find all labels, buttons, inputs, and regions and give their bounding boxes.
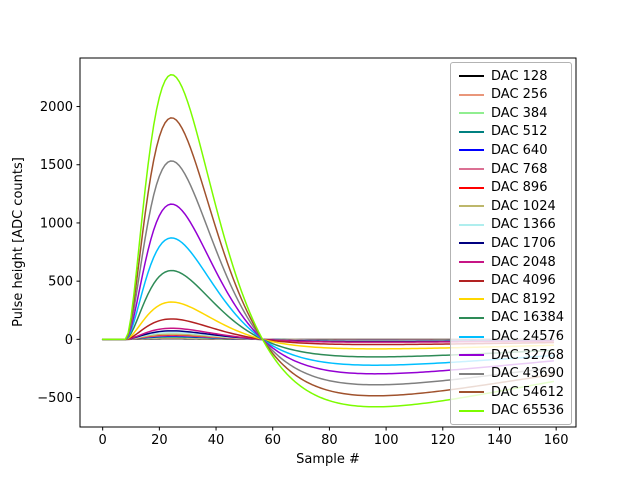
legend-entry: DAC 8192 (459, 290, 567, 308)
legend-entry: DAC 32768 (459, 346, 567, 364)
legend-entry: DAC 512 (459, 123, 567, 141)
legend-entry: DAC 65536 (459, 402, 567, 420)
y-tick-label: 1500 (40, 158, 73, 173)
legend-label: DAC 4096 (491, 273, 556, 289)
legend-entry: DAC 384 (459, 104, 567, 122)
legend-line-swatch (459, 298, 484, 301)
legend: DAC 128 DAC 256 DAC 384 DAC 512 DAC 640 DAC 7… (450, 62, 572, 425)
y-tick-label: 2000 (40, 100, 73, 115)
legend-line-swatch (459, 93, 484, 96)
legend-label: DAC 43690 (491, 366, 565, 382)
ticks-layer: 0 20 40 60 80 100 120 140 160 −500 0 500 1000 1500 200… (37, 100, 568, 448)
legend-line-swatch (459, 205, 484, 208)
legend-line-swatch (459, 112, 484, 115)
legend-label: DAC 24576 (491, 329, 565, 345)
legend-entry: DAC 128 (459, 67, 567, 85)
legend-label: DAC 8192 (491, 291, 556, 307)
legend-entry: DAC 640 (459, 141, 567, 159)
legend-line-swatch (459, 409, 484, 412)
legend-label: DAC 256 (491, 87, 548, 103)
legend-entry: DAC 1024 (459, 197, 567, 215)
legend-entry: DAC 4096 (459, 272, 567, 290)
x-tick-label: 100 (374, 433, 399, 448)
legend-label: DAC 16384 (491, 310, 565, 326)
legend-label: DAC 2048 (491, 254, 556, 270)
x-tick-label: 140 (487, 433, 512, 448)
legend-line-swatch (459, 242, 484, 245)
legend-entry: DAC 16384 (459, 309, 567, 327)
legend-entry: DAC 768 (459, 160, 567, 178)
legend-label: DAC 512 (491, 124, 548, 140)
legend-label: DAC 896 (491, 180, 548, 196)
y-tick-label: 1000 (40, 216, 73, 231)
legend-entry: DAC 2048 (459, 253, 567, 271)
legend-entry: DAC 1706 (459, 234, 567, 252)
legend-entry: DAC 896 (459, 179, 567, 197)
legend-line-swatch (459, 223, 484, 226)
legend-line-swatch (459, 391, 484, 394)
legend-entry: DAC 54612 (459, 383, 567, 401)
legend-line-swatch (459, 168, 484, 171)
x-tick-label: 120 (430, 433, 455, 448)
legend-line-swatch (459, 354, 484, 357)
legend-label: DAC 32768 (491, 347, 565, 363)
legend-label: DAC 384 (491, 105, 548, 121)
legend-label: DAC 54612 (491, 384, 565, 400)
y-axis-label: Pulse height [ADC counts] (11, 157, 26, 327)
legend-entry: DAC 24576 (459, 328, 567, 346)
y-tick-label: 0 (65, 333, 73, 348)
y-tick-label: 500 (48, 275, 73, 290)
x-tick-label: 60 (264, 433, 281, 448)
legend-entry: DAC 256 (459, 86, 567, 104)
legend-line-swatch (459, 130, 484, 133)
x-tick-label: 160 (544, 433, 569, 448)
legend-entry: DAC 1366 (459, 216, 567, 234)
legend-line-swatch (459, 75, 484, 77)
x-tick-label: 80 (321, 433, 338, 448)
y-tick-label: −500 (37, 391, 73, 406)
axes-frame (79, 57, 577, 428)
legend-line-swatch (459, 149, 484, 152)
legend-label: DAC 640 (491, 142, 548, 158)
legend-line-swatch (459, 186, 484, 189)
legend-label: DAC 768 (491, 161, 548, 177)
legend-label: DAC 128 (491, 68, 548, 84)
legend-label: DAC 1366 (491, 217, 556, 233)
legend-label: DAC 1706 (491, 235, 556, 251)
x-tick-label: 0 (99, 433, 107, 448)
legend-label: DAC 65536 (491, 403, 565, 419)
legend-line-swatch (459, 316, 484, 319)
legend-line-swatch (459, 372, 484, 375)
legend-label: DAC 1024 (491, 198, 556, 214)
legend-line-swatch (459, 279, 484, 282)
x-tick-label: 20 (151, 433, 168, 448)
legend-entry: DAC 43690 (459, 365, 567, 383)
x-tick-label: 40 (208, 433, 225, 448)
x-axis-label: Sample # (296, 452, 360, 467)
legend-line-swatch (459, 261, 484, 264)
legend-line-swatch (459, 335, 484, 338)
